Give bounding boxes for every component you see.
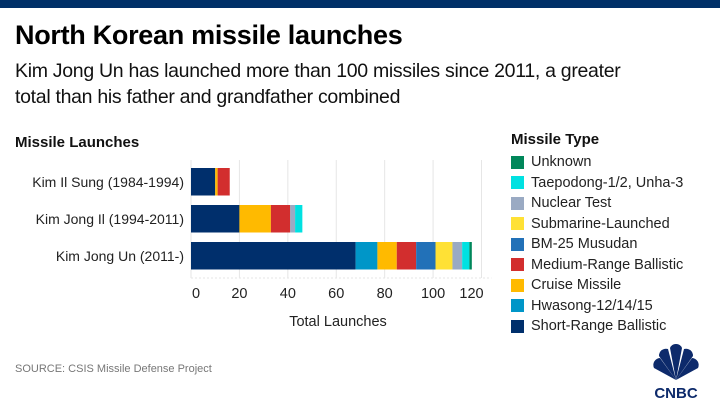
- bar-segment: [217, 168, 230, 196]
- legend-label: BM-25 Musudan: [531, 236, 638, 253]
- legend-item: Unknown: [511, 152, 683, 173]
- x-tick-labels: 0 20 40 60 80 100 120: [192, 286, 484, 302]
- category-label: Kim Jong Il (1994-2011): [36, 211, 184, 227]
- legend-label: Medium-Range Ballistic: [531, 256, 684, 273]
- bar-segment: [239, 205, 271, 233]
- bar-segment: [435, 242, 453, 270]
- x-tick-label: 0: [192, 286, 200, 302]
- top-accent-bar: [0, 0, 720, 8]
- bar-segment: [396, 242, 417, 270]
- page-subtitle: Kim Jong Un has launched more than 100 m…: [15, 60, 621, 108]
- chart-title: Missile Launches: [15, 134, 140, 151]
- x-tick-label: 60: [328, 286, 344, 302]
- legend-item: Short-Range Ballistic: [511, 316, 683, 337]
- legend-item: Nuclear Test: [511, 193, 683, 214]
- category-label: Kim Il Sung (1984-1994): [32, 174, 184, 190]
- legend-label: Cruise Missile: [531, 277, 622, 294]
- x-tick-label: 20: [231, 286, 247, 302]
- page-title: North Korean missile launches: [15, 20, 403, 50]
- legend-item: Hwasong-12/14/15: [511, 296, 683, 317]
- legend: Unknown Taepodong-1/2, Unha-3 Nuclear Test…: [511, 152, 683, 337]
- legend-label: Taepodong-1/2, Unha-3: [531, 174, 684, 191]
- bar-segment: [191, 242, 356, 270]
- legend-label: Unknown: [531, 154, 592, 171]
- bar-segment: [215, 168, 218, 196]
- legend-swatch: [511, 196, 524, 210]
- category-labels: Kim Il Sung (1984-1994) Kim Jong Il (1994…: [32, 174, 184, 264]
- legend-swatch: [511, 278, 524, 292]
- bar-segment: [290, 205, 296, 233]
- legend-title: Missile Type: [511, 131, 600, 148]
- bars: [191, 168, 472, 270]
- source-note: SOURCE: CSIS Missile Defense Project: [15, 363, 212, 375]
- bar-segment: [469, 242, 472, 270]
- legend-swatch: [511, 299, 524, 313]
- legend-label: Hwasong-12/14/15: [531, 297, 653, 314]
- bar-segment: [295, 205, 303, 233]
- legend-swatch: [511, 319, 524, 333]
- bar-segment: [191, 168, 216, 196]
- bar-segment: [462, 242, 470, 270]
- bar-segment: [191, 205, 240, 233]
- legend-item: BM-25 Musudan: [511, 234, 683, 255]
- bar-segment: [452, 242, 463, 270]
- legend-label: Submarine-Launched: [531, 215, 670, 232]
- legend-label: Short-Range Ballistic: [531, 318, 667, 335]
- legend-item: Medium-Range Ballistic: [511, 255, 683, 276]
- legend-label: Nuclear Test: [531, 195, 612, 212]
- bar-segment: [355, 242, 378, 270]
- legend-swatch: [511, 258, 524, 272]
- bar-segment: [270, 205, 291, 233]
- legend-swatch: [511, 237, 524, 251]
- x-tick-label: 120: [459, 286, 483, 302]
- x-tick-label: 40: [280, 286, 296, 302]
- x-tick-label: 80: [377, 286, 393, 302]
- legend-item: Cruise Missile: [511, 275, 683, 296]
- legend-swatch: [511, 155, 524, 169]
- legend-swatch: [511, 176, 524, 190]
- category-label: Kim Jong Un (2011-): [56, 248, 184, 264]
- bar-segment: [377, 242, 397, 270]
- legend-item: Taepodong-1/2, Unha-3: [511, 173, 683, 194]
- logo-text: CNBC: [654, 385, 697, 402]
- x-tick-label: 100: [421, 286, 445, 302]
- legend-item: Submarine-Launched: [511, 214, 683, 235]
- x-axis-label: Total Launches: [289, 314, 387, 330]
- cnbc-logo: CNBC: [653, 343, 699, 402]
- legend-swatch: [511, 217, 524, 231]
- peacock-icon: [653, 343, 699, 380]
- bar-segment: [416, 242, 436, 270]
